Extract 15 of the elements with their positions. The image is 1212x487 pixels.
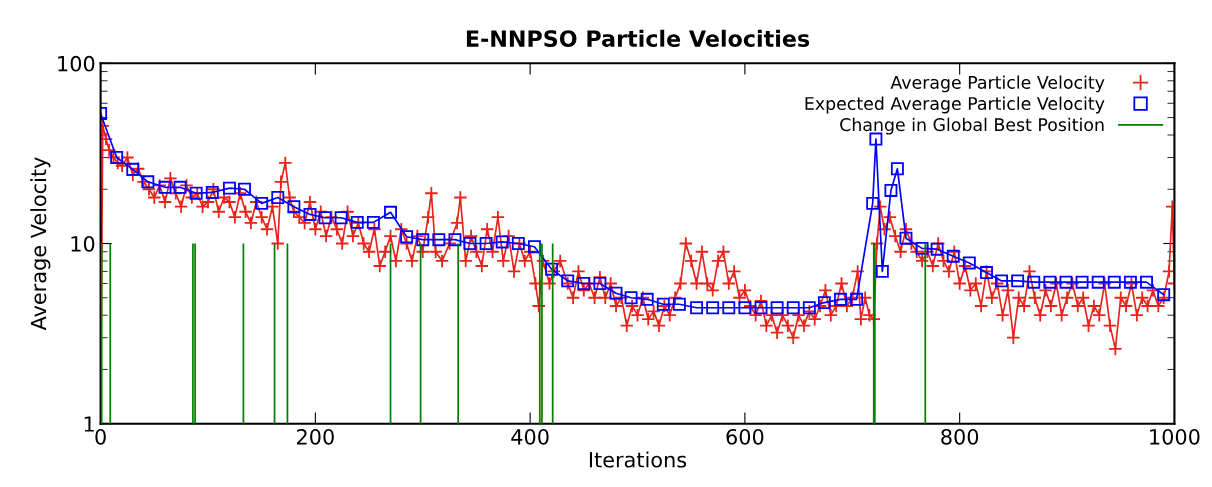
x-axis-title: Iterations xyxy=(589,451,687,468)
legend-label: Expected Average Particle Velocity xyxy=(805,96,1105,114)
legend-label: Average Particle Velocity xyxy=(890,75,1105,93)
x-tick-label: 1000 xyxy=(1150,428,1200,445)
x-tick-label: 200 xyxy=(297,428,334,445)
x-tick-label: 600 xyxy=(726,428,764,445)
chart-title: E-NNPSO Particle Velocities xyxy=(466,29,810,47)
x-tick-label: 0 xyxy=(95,428,106,445)
y-tick-label: 10 xyxy=(71,235,95,252)
legend-label: Change in Global Best Position xyxy=(840,117,1104,135)
y-tick-label: 100 xyxy=(58,55,95,72)
y-tick-label: 1 xyxy=(84,416,94,432)
x-tick-label: 800 xyxy=(941,428,979,445)
y-axis-title: Average Velocity xyxy=(30,157,51,331)
x-tick-label: 400 xyxy=(511,428,549,445)
